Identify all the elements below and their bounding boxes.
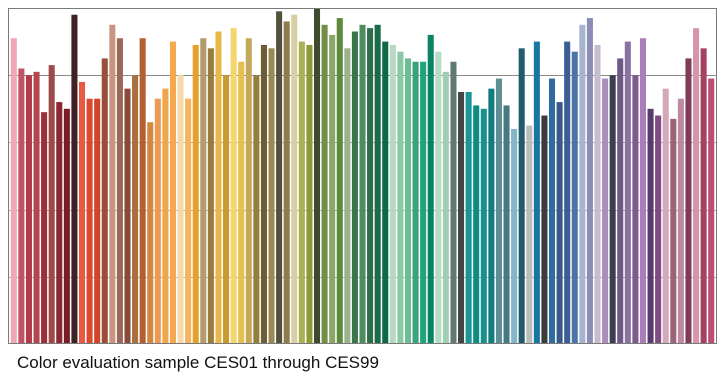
bar-ces90 [685, 58, 692, 345]
bar-ces71 [541, 115, 548, 345]
bar-ces84 [639, 38, 647, 345]
bar-ces20 [154, 98, 161, 344]
bar-ces38 [291, 14, 298, 344]
bars [10, 8, 715, 345]
bar-ces53 [404, 58, 412, 345]
bar-ces13 [101, 58, 108, 345]
bar-ces63 [480, 108, 487, 344]
plot-frame [8, 8, 717, 344]
bar-ces23 [177, 75, 184, 344]
bar-ces30 [230, 28, 237, 344]
bar-ces02 [18, 68, 25, 344]
bar-ces88 [670, 118, 677, 344]
bar-ces76 [579, 24, 586, 345]
bar-ces69 [526, 125, 533, 344]
bar-ces56 [427, 34, 434, 344]
bar-ces37 [283, 21, 290, 344]
bar-ces41 [313, 8, 321, 344]
bar-ces27 [207, 48, 214, 344]
bar-ces12 [94, 98, 101, 344]
bar-chart [8, 8, 717, 345]
bar-ces73 [556, 102, 563, 344]
bar-ces61 [465, 92, 472, 344]
bar-ces14 [109, 24, 116, 345]
bar-ces62 [473, 105, 480, 344]
bar-ces52 [397, 51, 404, 345]
bar-ces92 [700, 48, 707, 344]
bar-ces03 [25, 75, 32, 344]
bar-ces40 [306, 44, 313, 345]
bar-ces83 [632, 75, 639, 344]
bar-ces79 [602, 78, 609, 344]
bar-ces89 [677, 98, 684, 344]
bar-ces44 [336, 18, 343, 345]
bar-ces67 [511, 128, 518, 344]
bar-ces11 [86, 98, 93, 344]
bar-ces60 [458, 92, 465, 344]
bar-ces21 [162, 88, 169, 344]
bar-ces57 [435, 51, 442, 345]
bar-ces45 [344, 48, 351, 344]
bar-ces25 [192, 44, 199, 345]
bar-ces70 [533, 41, 540, 344]
bar-ces86 [655, 115, 662, 345]
bar-ces93 [708, 78, 715, 344]
bar-ces82 [624, 41, 631, 344]
bar-ces18 [139, 38, 146, 345]
bar-ces04 [33, 71, 40, 344]
bar-ces64 [488, 88, 495, 344]
bar-ces49 [374, 24, 381, 345]
bar-ces58 [442, 71, 449, 344]
bar-ces01 [10, 38, 17, 345]
bar-ces31 [238, 61, 245, 344]
bar-ces51 [389, 44, 396, 345]
bar-ces55 [420, 61, 427, 344]
bar-ces24 [185, 98, 192, 344]
bar-ces10 [78, 81, 86, 345]
bar-ces66 [503, 105, 510, 344]
bar-ces05 [41, 112, 48, 344]
bar-ces28 [215, 31, 222, 345]
bar-ces33 [253, 75, 260, 344]
bar-ces39 [298, 41, 305, 344]
bar-ces80 [609, 75, 616, 344]
bar-ces16 [124, 88, 131, 344]
bar-ces35 [268, 48, 275, 344]
bar-ces32 [245, 38, 252, 345]
bar-ces46 [351, 31, 358, 345]
bar-ces43 [329, 34, 336, 344]
bar-ces91 [693, 28, 700, 344]
bar-ces36 [276, 11, 283, 345]
bar-ces42 [321, 24, 328, 345]
bar-ces85 [647, 108, 654, 344]
bar-ces34 [260, 44, 267, 345]
bar-ces47 [359, 24, 366, 345]
bar-ces26 [200, 38, 207, 345]
bar-ces17 [132, 75, 139, 344]
bar-ces65 [495, 78, 502, 344]
bar-ces77 [586, 18, 593, 345]
bar-ces72 [548, 78, 556, 344]
bar-ces19 [147, 122, 154, 345]
bar-ces09 [71, 14, 78, 344]
bar-ces75 [571, 51, 578, 345]
bar-ces22 [169, 41, 177, 344]
bar-ces74 [564, 41, 571, 344]
bar-ces68 [518, 48, 525, 344]
bar-ces59 [450, 61, 457, 344]
bar-ces15 [116, 38, 123, 345]
bar-ces50 [382, 41, 389, 344]
bar-ces07 [56, 102, 63, 344]
bar-ces54 [412, 61, 419, 344]
bar-ces48 [367, 28, 374, 344]
bar-ces78 [594, 44, 601, 345]
bar-ces06 [48, 65, 55, 345]
bar-ces87 [662, 88, 669, 344]
chart-caption: Color evaluation sample CES01 through CE… [17, 353, 379, 372]
bar-ces29 [223, 75, 230, 344]
bar-ces08 [63, 108, 70, 344]
bar-ces81 [617, 58, 624, 345]
